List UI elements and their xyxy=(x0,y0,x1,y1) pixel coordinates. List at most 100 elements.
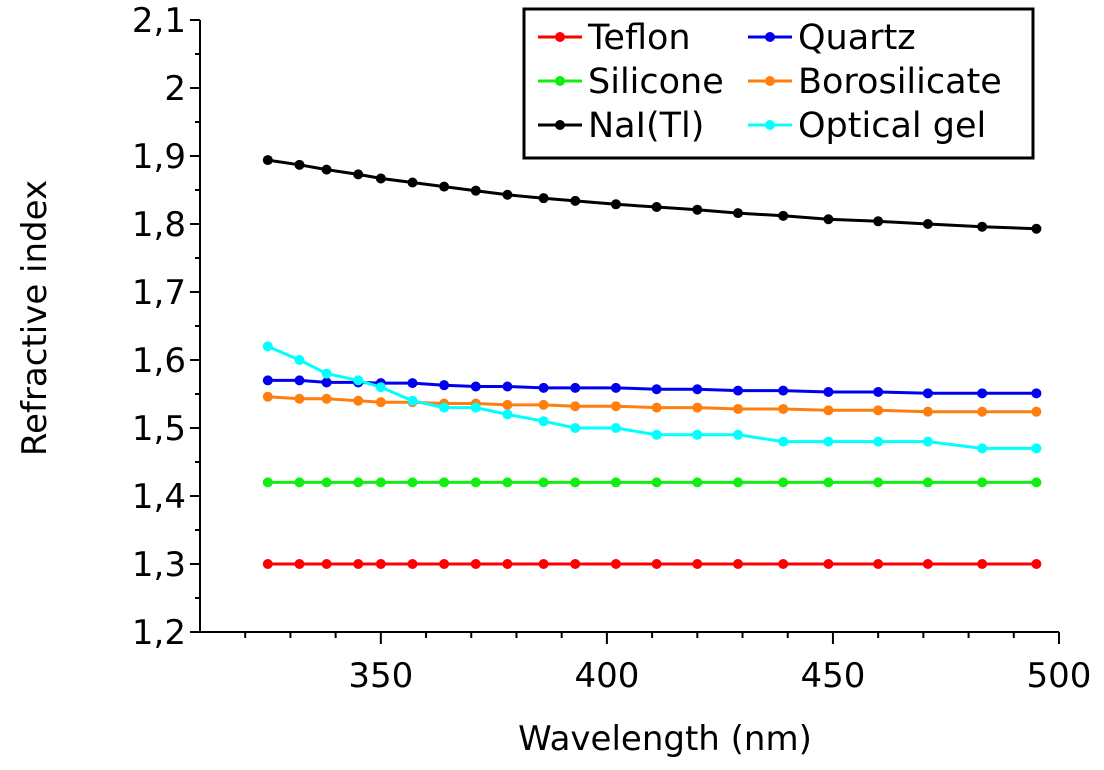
legend-label: Silicone xyxy=(588,62,724,102)
data-point xyxy=(873,436,884,447)
data-point xyxy=(977,443,988,454)
data-point xyxy=(321,164,332,175)
series-silicone xyxy=(262,477,1042,488)
data-point xyxy=(778,477,789,488)
data-point xyxy=(538,193,549,204)
series-nai-tl- xyxy=(262,155,1042,234)
data-point xyxy=(262,391,273,402)
legend-label: Borosilicate xyxy=(798,62,1002,102)
y-tick-label: 1,2 xyxy=(132,613,186,653)
data-point xyxy=(1031,559,1042,569)
data-point xyxy=(570,559,581,569)
legend-label: Teflon xyxy=(587,18,691,58)
data-point xyxy=(733,208,744,219)
data-point xyxy=(502,189,513,200)
data-point xyxy=(977,406,988,417)
data-point xyxy=(873,216,884,227)
data-point xyxy=(1031,443,1042,454)
data-point xyxy=(651,429,662,440)
data-point xyxy=(823,436,834,447)
ticks: 1,2 1,3 1,4 1,5 1,6 1,7 1,8 1,9 2 2,1 350 400 450 500 xyxy=(132,1,1092,696)
data-point xyxy=(873,559,884,569)
legend-item: Teflon xyxy=(538,18,691,58)
y-tick-label: 1,6 xyxy=(132,341,186,381)
data-point xyxy=(823,405,834,416)
data-point xyxy=(470,477,481,488)
data-point xyxy=(778,210,789,221)
data-point xyxy=(502,559,513,569)
data-point xyxy=(470,559,481,569)
data-point xyxy=(570,423,581,433)
data-point xyxy=(439,181,450,192)
data-point xyxy=(733,403,744,414)
data-point xyxy=(375,559,386,569)
data-point xyxy=(1031,477,1042,488)
data-point xyxy=(922,388,933,399)
y-tick-label: 2,1 xyxy=(132,1,186,41)
legend-swatch-marker xyxy=(765,120,775,130)
data-point xyxy=(570,477,581,488)
data-point xyxy=(570,382,581,393)
legend-item: Borosilicate xyxy=(748,62,1002,102)
data-point xyxy=(610,423,621,433)
data-point xyxy=(407,177,418,188)
data-point xyxy=(651,384,662,395)
data-point xyxy=(262,155,273,166)
legend-label: Quartz xyxy=(798,18,916,58)
data-point xyxy=(922,477,933,488)
legend-swatch-marker xyxy=(765,76,775,86)
data-point xyxy=(538,382,549,393)
data-point xyxy=(651,559,662,569)
legend-box xyxy=(522,7,1035,160)
data-point xyxy=(407,559,418,569)
data-point xyxy=(1031,406,1042,417)
data-point xyxy=(321,559,332,569)
data-point xyxy=(294,559,305,569)
y-tick-label: 2 xyxy=(164,69,186,109)
legend-swatch-marker xyxy=(765,32,775,42)
data-point xyxy=(294,375,305,386)
data-point xyxy=(262,477,273,488)
data-point xyxy=(1031,388,1042,399)
data-point xyxy=(823,386,834,397)
legend-swatch-marker xyxy=(555,32,565,42)
data-point xyxy=(439,477,450,488)
data-point xyxy=(375,477,386,488)
legend-item: Optical gel xyxy=(748,106,986,146)
data-point xyxy=(692,402,703,413)
data-point xyxy=(692,204,703,215)
data-point xyxy=(294,159,305,170)
data-point xyxy=(538,559,549,569)
data-point xyxy=(439,380,450,391)
data-point xyxy=(538,477,549,488)
data-point xyxy=(262,559,273,569)
data-point xyxy=(502,399,513,410)
data-point xyxy=(692,559,703,569)
data-point xyxy=(733,559,744,569)
data-point xyxy=(262,375,273,386)
data-point xyxy=(439,402,450,413)
data-point xyxy=(610,559,621,569)
data-point xyxy=(823,559,834,569)
series-lines xyxy=(262,155,1042,569)
x-tick-label: 350 xyxy=(348,656,413,696)
data-point xyxy=(778,385,789,396)
data-point xyxy=(922,406,933,417)
data-point xyxy=(375,397,386,408)
x-axis-title: Wavelength (nm) xyxy=(518,719,812,759)
data-point xyxy=(294,477,305,488)
data-point xyxy=(470,381,481,392)
y-tick-label: 1,4 xyxy=(132,477,186,517)
data-point xyxy=(353,169,364,180)
data-point xyxy=(922,436,933,447)
y-tick-label: 1,5 xyxy=(132,409,186,449)
y-tick-label: 1,9 xyxy=(132,137,186,177)
data-point xyxy=(610,477,621,488)
data-point xyxy=(262,341,273,352)
data-point xyxy=(733,385,744,396)
data-point xyxy=(439,559,450,569)
data-point xyxy=(570,195,581,206)
data-point xyxy=(692,384,703,395)
data-point xyxy=(977,477,988,488)
